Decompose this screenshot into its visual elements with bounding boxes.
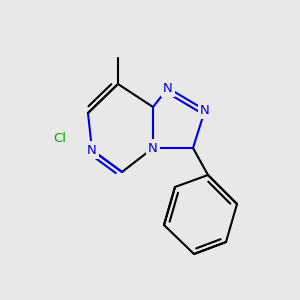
- Text: N: N: [148, 142, 158, 154]
- Text: N: N: [163, 82, 173, 94]
- Text: Cl: Cl: [53, 131, 67, 145]
- Text: N: N: [87, 143, 97, 157]
- Text: N: N: [200, 103, 210, 116]
